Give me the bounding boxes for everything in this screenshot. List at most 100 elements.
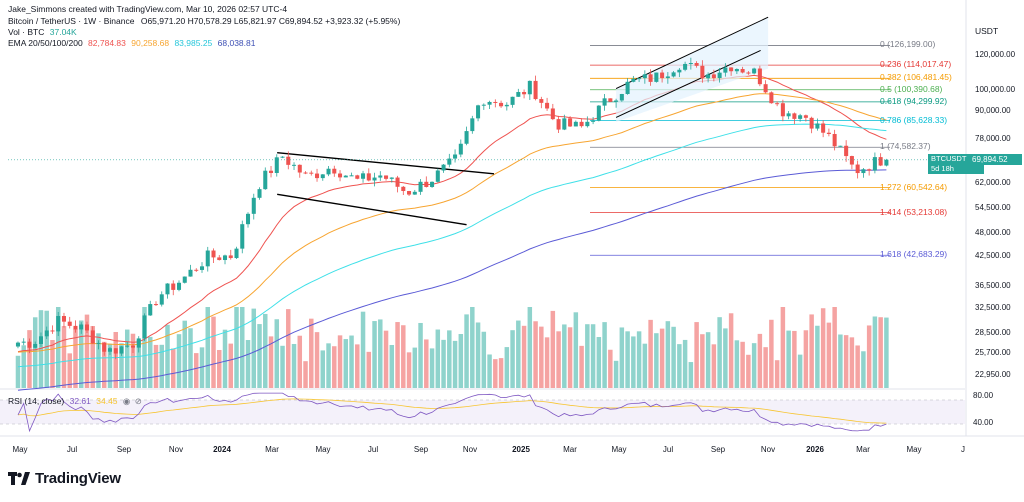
candle-body: [757, 68, 762, 85]
time-tick-label: May: [12, 445, 28, 454]
channel-lower-line[interactable]: [615, 49, 761, 118]
flag-upper-line[interactable]: [277, 152, 495, 175]
candle-body: [683, 63, 688, 70]
price-tick-label: 120,000.00: [975, 50, 1016, 60]
price-tick-label: 62,000.00: [975, 178, 1011, 187]
volume-bar: [579, 345, 584, 388]
volume-bar: [188, 328, 193, 388]
volume-bar: [194, 353, 199, 388]
candle-body: [73, 325, 78, 330]
volume-bar: [728, 313, 734, 388]
candle-body: [424, 181, 429, 187]
candle-body: [614, 100, 619, 102]
candle-body: [872, 157, 877, 171]
fib-level-label: 0.5 (100,390.68): [880, 83, 943, 94]
volume-bar: [832, 307, 837, 388]
volume-bar: [245, 340, 251, 388]
flag-lower-line[interactable]: [277, 193, 467, 226]
candle-body: [326, 168, 331, 175]
candle-body: [798, 115, 803, 119]
candle-body: [44, 330, 49, 337]
volume-bar: [165, 324, 170, 388]
volume-bar: [418, 322, 423, 388]
volume-bar: [849, 337, 855, 388]
candle-body: [619, 93, 624, 101]
volume-bar: [688, 362, 694, 388]
candle-body: [211, 250, 216, 258]
volume-bar: [153, 344, 159, 388]
volume-bar: [378, 319, 383, 388]
volume-bar: [527, 307, 533, 388]
candle-body: [320, 174, 325, 179]
volume-bar: [349, 335, 354, 388]
last-price-countdown: 5d 18h: [931, 164, 954, 173]
candle-body: [458, 143, 463, 155]
candle-body: [803, 115, 808, 118]
candle-body: [844, 145, 849, 157]
volume-bar: [792, 330, 797, 388]
candle-body: [671, 72, 676, 77]
volume-bar: [274, 319, 280, 388]
candle-body: [119, 346, 124, 354]
rsi-pane[interactable]: [0, 392, 965, 433]
candle-body: [222, 255, 228, 261]
volume-bar: [452, 340, 458, 388]
candle-body: [516, 92, 521, 97]
volume-bar: [711, 344, 717, 388]
volume-bar: [107, 343, 113, 388]
candle-body: [522, 92, 527, 95]
time-tick-label: Jul: [66, 445, 78, 454]
volume-bar: [516, 320, 521, 388]
candle-body: [136, 338, 141, 348]
volume-bar: [763, 347, 768, 388]
volume-bar: [533, 321, 538, 388]
volume-bar: [590, 324, 596, 388]
candle-body: [297, 164, 302, 173]
volume-bar: [148, 336, 153, 388]
candle-body: [660, 72, 665, 79]
volume-bar: [562, 324, 567, 388]
volume-bar: [395, 322, 400, 388]
volume-bar: [15, 355, 21, 388]
channel-upper-line[interactable]: [615, 16, 769, 90]
candle-body: [102, 342, 107, 352]
volume-bar: [50, 340, 55, 388]
volume-bar: [297, 335, 303, 388]
volume-bar: [665, 321, 671, 388]
volume-bar: [648, 319, 653, 388]
eye-icon[interactable]: ◉: [122, 396, 131, 406]
price-tick-label: 22,950.00: [975, 370, 1011, 380]
candle-body: [125, 345, 130, 347]
volume-bar: [61, 326, 67, 388]
volume-bar: [475, 322, 481, 388]
volume-bar: [723, 328, 728, 388]
fib-level-label: 1.618 (42,683.29): [880, 249, 948, 260]
author-credit: Jake_Simmons created with TradingView.co…: [8, 4, 288, 14]
volume-bar: [631, 336, 636, 388]
candle-body: [401, 186, 406, 192]
candle-body: [205, 250, 210, 267]
volume-bar: [119, 343, 124, 388]
volume-bar: [320, 350, 326, 388]
hide-icon[interactable]: ⊘: [134, 396, 142, 406]
candle-body: [487, 101, 492, 105]
volume-bar: [470, 307, 475, 388]
fib-level-label: 0.786 (85,628.33): [880, 114, 948, 125]
candle-body: [769, 92, 774, 104]
candle-body: [746, 72, 751, 74]
volume-bar: [355, 344, 360, 388]
time-tick-label: 2026: [806, 445, 824, 454]
candle-body: [631, 78, 636, 82]
volume-bar: [337, 335, 343, 388]
price-tick-label: 54,500.00: [975, 202, 1011, 212]
candle-body: [430, 181, 435, 187]
volume-bar: [803, 330, 809, 388]
candle-body: [700, 65, 705, 79]
volume-bar: [602, 322, 607, 388]
time-tick-label: Nov: [760, 445, 776, 454]
trendlines[interactable]: [277, 16, 769, 226]
volume-bar: [556, 331, 561, 388]
volume-bar: [326, 343, 331, 388]
candle-body: [257, 189, 262, 198]
